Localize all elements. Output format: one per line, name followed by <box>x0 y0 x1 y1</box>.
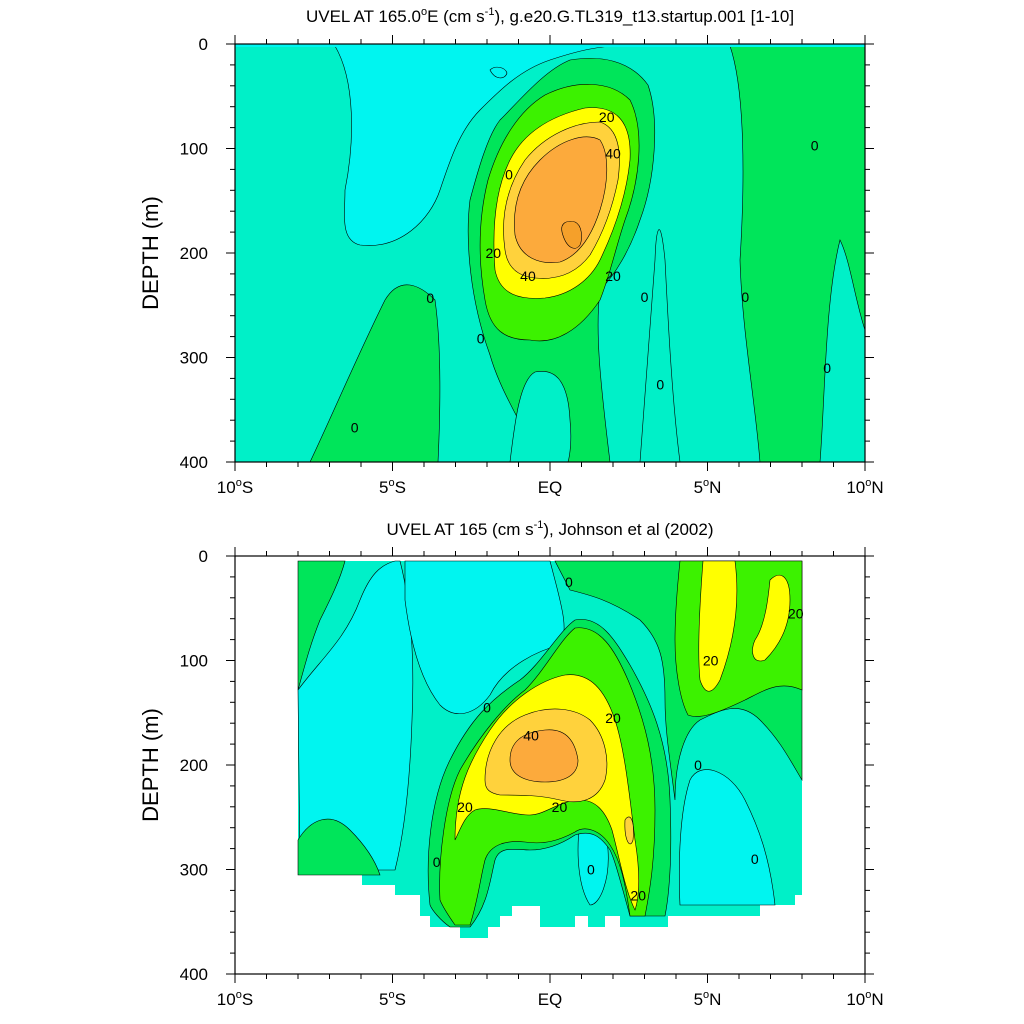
panel-2-fill-negative-east <box>679 769 776 906</box>
panel-1-fill-positive-south <box>309 284 441 462</box>
panel-2-contour-field <box>297 560 803 938</box>
panel-2-y-tick-labels: 0 100 200 300 400 <box>180 547 208 984</box>
contour-label: 20 <box>599 109 615 125</box>
panel-1-fill-negative-spot <box>489 66 508 79</box>
x-tick-label: EQ <box>538 990 563 1009</box>
x-tick-label: 10oS <box>217 989 253 1009</box>
y-tick-label: 0 <box>199 547 208 566</box>
contour-label: 0 <box>656 377 664 393</box>
contour-label: 0 <box>587 862 595 878</box>
contour-label: 0 <box>741 289 749 305</box>
contour-label: 20 <box>605 710 621 726</box>
y-tick-label: 200 <box>180 244 208 263</box>
y-tick-label: 400 <box>180 965 208 984</box>
panel-1: UVEL AT 165.0oE (cm s-1), g.e20.G.TL319_… <box>138 6 884 497</box>
contour-label: 20 <box>605 268 621 284</box>
panel-1-contour-field <box>235 44 865 462</box>
panel-2-fill-20-northeast <box>698 560 738 692</box>
y-tick-label: 100 <box>180 652 208 671</box>
y-tick-label: 300 <box>180 349 208 368</box>
panel-1-minor-ticks <box>230 39 870 467</box>
x-tick-label: 10oN <box>846 477 883 497</box>
y-tick-label: 200 <box>180 756 208 775</box>
panel-2-fill-40 <box>509 729 579 783</box>
x-tick-label: EQ <box>538 478 563 497</box>
contour-label: 20 <box>788 605 804 621</box>
panel-2-title: UVEL AT 165 (cm s-1), Johnson et al (200… <box>387 519 714 539</box>
contour-label: 20 <box>457 799 473 815</box>
contour-label: 0 <box>426 290 434 306</box>
panel-1-fill-40 <box>514 136 608 263</box>
panel-2-fill-positive-west <box>297 560 346 691</box>
x-tick-label: 5oN <box>694 477 722 497</box>
panel-2-major-ticks <box>226 547 874 983</box>
x-tick-label: 10oN <box>846 989 883 1009</box>
contour-label: 20 <box>703 653 719 669</box>
contour-label: 40 <box>605 146 621 162</box>
contour-label: 20 <box>630 888 646 904</box>
panel-1-major-ticks <box>226 35 874 471</box>
contour-label: 0 <box>505 167 513 183</box>
panel-1-fill-zero-east-tongue <box>639 229 681 462</box>
panel-1-contour-labels: 20 40 0 20 40 20 0 0 0 0 0 0 0 0 <box>351 109 832 435</box>
panel-1-title: UVEL AT 165.0oE (cm s-1), g.e20.G.TL319_… <box>306 6 794 26</box>
contour-label: 40 <box>523 728 539 744</box>
y-tick-label: 100 <box>180 140 208 159</box>
panel-2-minor-ticks <box>230 551 870 979</box>
contour-label: 40 <box>520 268 536 284</box>
contour-label: 0 <box>565 574 573 590</box>
panel-1-x-tick-labels: 10oS 5oS EQ 5oN 10oN <box>217 477 884 497</box>
panel-2-fill-positive-southwest <box>297 818 381 876</box>
panel-1-top-strip <box>235 44 865 47</box>
panel-1-y-tick-labels: 0 100 200 300 400 <box>180 35 208 472</box>
contour-label: 0 <box>811 137 819 153</box>
contour-label: 20 <box>486 245 502 261</box>
panel-1-fill-zero-west-tongue <box>509 370 572 462</box>
x-tick-label: 5oS <box>379 989 406 1009</box>
contour-label: 0 <box>483 700 491 716</box>
contour-label: 0 <box>433 854 441 870</box>
panel-1-fill-negative <box>334 45 621 246</box>
panel-1-y-axis-title: DEPTH (m) <box>138 196 163 310</box>
contour-label: 20 <box>552 799 568 815</box>
panel-2-fill-30-east-spot <box>624 816 634 845</box>
y-tick-label: 400 <box>180 453 208 472</box>
x-tick-label: 5oS <box>379 477 406 497</box>
contour-label: 0 <box>477 331 485 347</box>
contour-label: 0 <box>641 289 649 305</box>
contour-label: 0 <box>751 851 759 867</box>
y-tick-label: 300 <box>180 861 208 880</box>
contour-label: 0 <box>351 420 359 436</box>
panel-2: UVEL AT 165 (cm s-1), Johnson et al (200… <box>138 519 884 1009</box>
x-tick-label: 10oS <box>217 477 253 497</box>
panel-2-x-tick-labels: 10oS 5oS EQ 5oN 10oN <box>217 989 884 1009</box>
y-tick-label: 0 <box>199 35 208 54</box>
contour-label: 0 <box>694 757 702 773</box>
panel-2-fill-negative-central <box>404 560 565 714</box>
contour-label: 0 <box>823 360 831 376</box>
panel-2-y-axis-title: DEPTH (m) <box>138 708 163 822</box>
panel-1-fill-50 <box>561 221 582 249</box>
panel-2-contour-labels: 0 20 20 0 20 40 0 20 20 0 0 0 20 <box>433 574 804 904</box>
panel-2-fill-20-east-spot <box>752 575 791 662</box>
x-tick-label: 5oN <box>694 989 722 1009</box>
